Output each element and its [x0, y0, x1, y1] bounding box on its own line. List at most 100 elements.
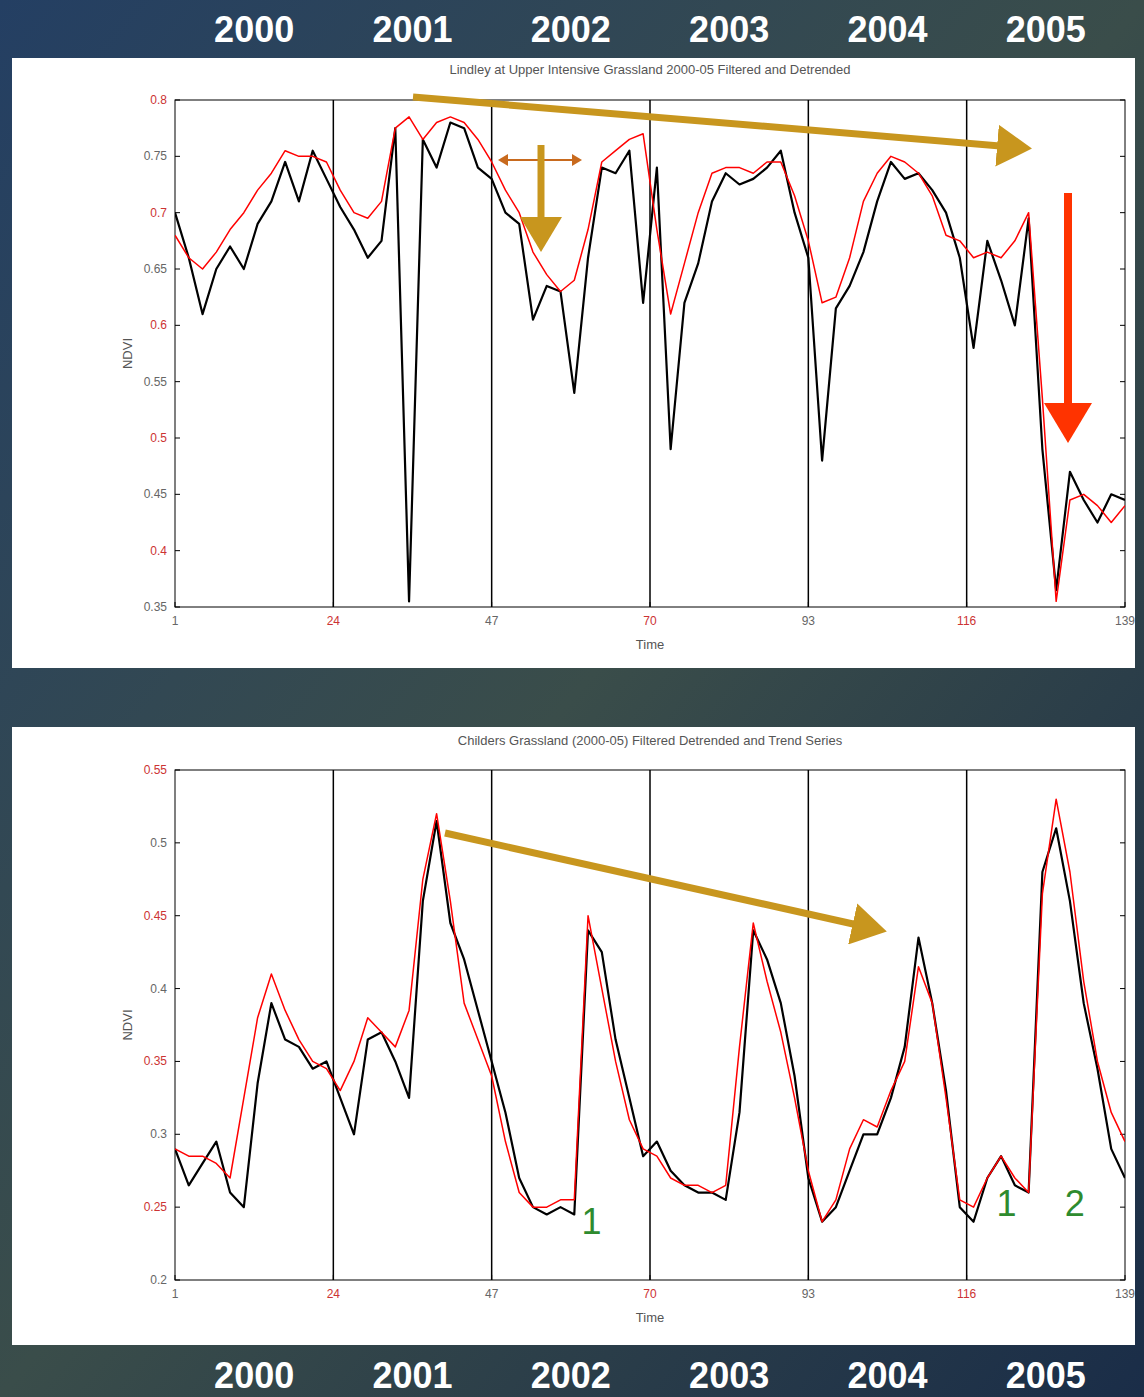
background — [0, 0, 1144, 1397]
chart-title: Lindley at Upper Intensive Grassland 200… — [449, 62, 850, 77]
annotation: 2 — [1065, 1183, 1085, 1224]
grid-line — [649, 770, 651, 1280]
x-tick-label: 139 — [1115, 614, 1135, 628]
grid-line — [966, 100, 968, 607]
y-tick — [175, 1134, 180, 1135]
plot-frame — [175, 100, 1125, 607]
y-tick-label: 0.5 — [150, 431, 167, 445]
x-axis-title: Time — [636, 637, 664, 652]
chart-title: Childers Grassland (2000-05) Filtered De… — [458, 733, 843, 748]
grid-line — [808, 770, 810, 1280]
x-tick — [175, 1275, 176, 1280]
year-label: 2002 — [531, 9, 611, 50]
y-tick — [1120, 988, 1125, 989]
y-axis-title: NDVI — [120, 338, 135, 369]
series-line — [175, 821, 1125, 1222]
y-tick-label: 0.8 — [150, 93, 167, 107]
y-tick — [175, 269, 180, 270]
year-label: 2000 — [214, 1355, 294, 1396]
y-tick — [175, 156, 180, 157]
x-tick-label: 1 — [172, 1287, 179, 1301]
x-tick-label: 47 — [485, 614, 499, 628]
x-tick-label: 139 — [1115, 1287, 1135, 1301]
y-tick — [175, 842, 180, 843]
y-tick — [1120, 915, 1125, 916]
series-line — [175, 799, 1125, 1222]
y-tick — [175, 607, 180, 608]
y-tick — [1120, 1061, 1125, 1062]
x-tick-label: 70 — [643, 614, 657, 628]
y-tick — [175, 325, 180, 326]
x-tick — [808, 1275, 809, 1280]
x-tick-label: 47 — [485, 1287, 499, 1301]
y-tick-label: 0.5 — [150, 836, 167, 850]
chart: Lindley at Upper Intensive Grassland 200… — [12, 58, 1135, 668]
x-tick-label: 116 — [957, 1287, 976, 1301]
year-label: 2005 — [1006, 9, 1086, 50]
y-tick — [1120, 770, 1125, 771]
y-tick — [1120, 100, 1125, 101]
grid-line — [491, 100, 493, 607]
series-line — [175, 123, 1125, 602]
y-tick — [1120, 842, 1125, 843]
y-tick — [175, 988, 180, 989]
y-tick — [175, 1280, 180, 1281]
year-label: 2001 — [372, 9, 452, 50]
x-tick-label: 93 — [802, 1287, 816, 1301]
y-tick — [1120, 1280, 1125, 1281]
year-label: 2002 — [531, 1355, 611, 1396]
y-tick-label: 0.6 — [150, 318, 167, 332]
y-tick-label: 0.25 — [144, 1200, 168, 1214]
y-tick — [1120, 550, 1125, 551]
annotation: 1 — [581, 1201, 601, 1242]
y-tick — [1120, 269, 1125, 270]
data-group — [175, 117, 1125, 601]
y-tick-label: 0.2 — [150, 1273, 167, 1287]
y-axis-title: NDVI — [120, 1009, 135, 1040]
x-tick — [808, 602, 809, 607]
year-label: 2003 — [689, 9, 769, 50]
x-tick-label: 24 — [327, 614, 341, 628]
page: Lindley at Upper Intensive Grassland 200… — [0, 0, 1144, 1397]
x-tick — [175, 602, 176, 607]
y-tick-label: 0.7 — [150, 206, 167, 220]
y-tick — [1120, 1207, 1125, 1208]
plot-frame — [175, 770, 1125, 1280]
x-tick-label: 1 — [172, 614, 179, 628]
y-tick — [1120, 494, 1125, 495]
y-tick — [175, 770, 180, 771]
drop-arrow — [538, 145, 545, 245]
year-label: 2004 — [847, 1355, 927, 1396]
grid-line — [333, 770, 335, 1280]
y-tick — [175, 381, 180, 382]
y-tick — [1120, 156, 1125, 157]
x-tick — [491, 1275, 492, 1280]
x-tick-label: 24 — [327, 1287, 341, 1301]
y-tick — [175, 915, 180, 916]
year-label: 2000 — [214, 9, 294, 50]
y-tick-label: 0.55 — [144, 763, 168, 777]
y-tick — [175, 438, 180, 439]
x-tick — [966, 1275, 967, 1280]
y-tick-label: 0.45 — [144, 487, 168, 501]
y-tick — [175, 550, 180, 551]
x-tick — [650, 602, 651, 607]
x-tick — [650, 1275, 651, 1280]
annotation: 1 — [997, 1183, 1017, 1224]
x-axis-title: Time — [636, 1310, 664, 1325]
y-tick-label: 0.35 — [144, 1054, 168, 1068]
y-tick-label: 0.4 — [150, 544, 167, 558]
trend-arrow — [445, 833, 880, 930]
y-tick — [175, 1061, 180, 1062]
x-tick — [966, 602, 967, 607]
y-tick-label: 0.45 — [144, 909, 168, 923]
y-tick — [1120, 607, 1125, 608]
drop-arrow — [1064, 193, 1072, 435]
panel — [12, 727, 1135, 1345]
trend-arrow — [413, 97, 1025, 148]
y-tick — [1120, 212, 1125, 213]
x-tick — [333, 1275, 334, 1280]
y-tick-label: 0.75 — [144, 149, 168, 163]
x-tick-label: 116 — [957, 614, 976, 628]
y-tick — [1120, 325, 1125, 326]
